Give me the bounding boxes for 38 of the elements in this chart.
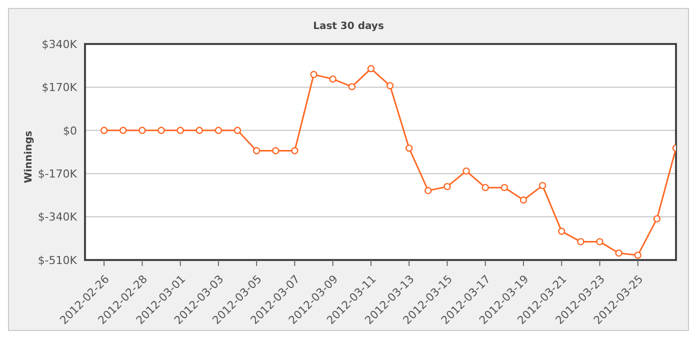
y-tick-label: $-170K [38,168,78,181]
point [444,182,451,190]
point [634,252,642,259]
chart-title: Last 30 days [312,21,385,32]
point [462,167,470,175]
point [500,184,508,192]
point [558,228,566,235]
point [252,147,260,154]
point [520,196,528,204]
point [196,126,203,134]
point [120,126,127,134]
y-tick-label: $340K [42,38,78,51]
point [348,83,356,90]
point [482,184,489,192]
point [405,144,413,152]
point [214,126,222,134]
point [138,126,146,134]
point [310,70,318,78]
y-tick-label: $0 [63,124,77,138]
y-axis-title: Winnings [24,130,34,184]
point [386,82,394,90]
point [272,147,280,154]
point [615,250,622,257]
point [100,126,108,134]
point [653,215,661,222]
point [424,187,432,194]
point [577,238,584,246]
point [329,75,336,83]
y-tick-label: $-510K [38,254,78,267]
point [538,182,546,190]
point [596,238,604,246]
point [367,65,375,72]
point [176,126,184,134]
point [234,126,242,134]
y-tick-label: $170K [42,81,78,94]
y-tick-label: $-340K [38,210,78,224]
point [158,126,165,134]
point [291,147,298,154]
